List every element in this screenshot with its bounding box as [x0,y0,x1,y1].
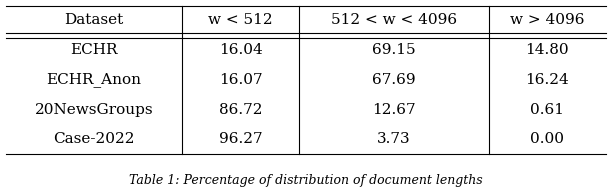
Text: w > 4096: w > 4096 [510,14,584,27]
Text: 16.24: 16.24 [525,73,569,87]
Text: 96.27: 96.27 [219,132,263,146]
Text: 86.72: 86.72 [219,103,263,117]
Text: 16.04: 16.04 [219,43,263,57]
Text: 0.61: 0.61 [530,103,564,117]
Text: 3.73: 3.73 [377,132,411,146]
Text: ECHR_Anon: ECHR_Anon [47,72,141,87]
Text: 67.69: 67.69 [372,73,416,87]
Text: 16.07: 16.07 [219,73,263,87]
Text: Case-2022: Case-2022 [53,132,135,146]
Text: 20NewsGroups: 20NewsGroups [35,103,154,117]
Text: 12.67: 12.67 [372,103,416,117]
Text: w < 512: w < 512 [209,14,273,27]
Text: 69.15: 69.15 [372,43,416,57]
Text: 14.80: 14.80 [525,43,569,57]
Text: Table 1: Percentage of distribution of document lengths: Table 1: Percentage of distribution of d… [129,174,483,187]
Text: 512 < w < 4096: 512 < w < 4096 [331,14,457,27]
Text: ECHR: ECHR [70,43,118,57]
Text: Dataset: Dataset [64,14,124,27]
Text: 0.00: 0.00 [530,132,564,146]
